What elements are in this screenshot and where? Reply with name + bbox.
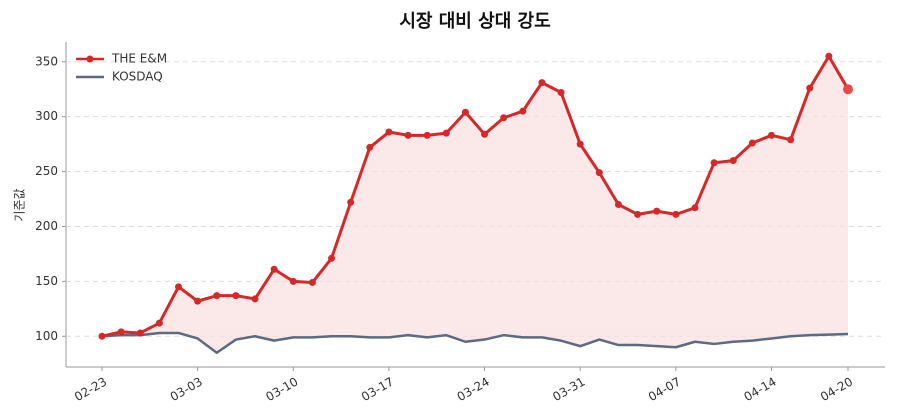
point-marker	[825, 52, 833, 60]
point-marker	[289, 277, 297, 285]
point-marker	[806, 84, 814, 92]
y-tick-label: 200	[35, 219, 58, 233]
point-marker	[787, 136, 795, 144]
y-tick-label: 150	[35, 274, 58, 288]
point-marker	[748, 139, 756, 147]
x-tick-label: 03-10	[263, 375, 300, 405]
point-marker	[500, 114, 508, 122]
point-marker	[328, 254, 336, 262]
x-tick-label: 02-23	[72, 375, 109, 405]
point-marker	[843, 84, 853, 95]
point-marker	[634, 210, 642, 218]
x-tick-label: 03-31	[550, 375, 587, 405]
series-line	[101, 331, 849, 354]
point-marker	[557, 89, 565, 97]
legend-label: THE E&M	[111, 52, 167, 66]
x-tick-label: 04-20	[818, 375, 855, 405]
point-marker	[308, 278, 316, 286]
point-marker	[672, 210, 680, 218]
point-marker	[232, 292, 240, 300]
x-tick-label: 04-07	[646, 375, 683, 405]
point-marker	[423, 131, 431, 139]
x-tick-label: 04-14	[742, 375, 779, 405]
y-tick-label: 250	[35, 164, 58, 178]
point-marker	[155, 319, 163, 327]
point-marker	[595, 169, 603, 177]
point-marker	[729, 157, 737, 165]
point-marker	[767, 131, 775, 139]
x-tick-label: 03-03	[168, 375, 205, 405]
point-marker	[117, 328, 125, 336]
point-marker	[251, 295, 259, 303]
area-fill	[102, 56, 848, 353]
point-marker	[519, 107, 527, 115]
point-marker	[136, 329, 144, 337]
y-axis-label: 기준값	[13, 188, 27, 221]
y-tick-label: 300	[35, 109, 58, 123]
point-marker	[213, 292, 221, 300]
point-marker	[538, 79, 546, 87]
chart-title: 시장 대비 상대 강도	[399, 11, 550, 32]
legend: THE E&M KOSDAQ	[76, 52, 167, 84]
point-marker	[442, 129, 450, 137]
point-marker	[194, 297, 202, 305]
point-marker	[653, 207, 661, 215]
point-marker	[385, 128, 393, 136]
y-tick-label: 350	[35, 54, 58, 68]
point-marker	[366, 143, 374, 151]
legend-marker	[86, 55, 94, 63]
point-marker	[576, 140, 584, 148]
point-marker	[98, 332, 106, 340]
point-marker	[481, 130, 489, 138]
point-marker	[614, 201, 622, 208]
point-marker	[347, 198, 355, 206]
x-tick-label: 03-17	[359, 375, 396, 405]
series-line	[101, 54, 850, 338]
y-tick-label: 100	[35, 329, 58, 343]
point-marker	[691, 204, 699, 212]
legend-label: KOSDAQ	[112, 70, 163, 84]
point-marker	[461, 108, 469, 116]
x-tick-label: 03-24	[455, 375, 492, 405]
point-marker	[404, 131, 412, 139]
point-marker	[270, 265, 278, 273]
point-marker	[175, 283, 183, 291]
point-marker	[710, 159, 718, 167]
